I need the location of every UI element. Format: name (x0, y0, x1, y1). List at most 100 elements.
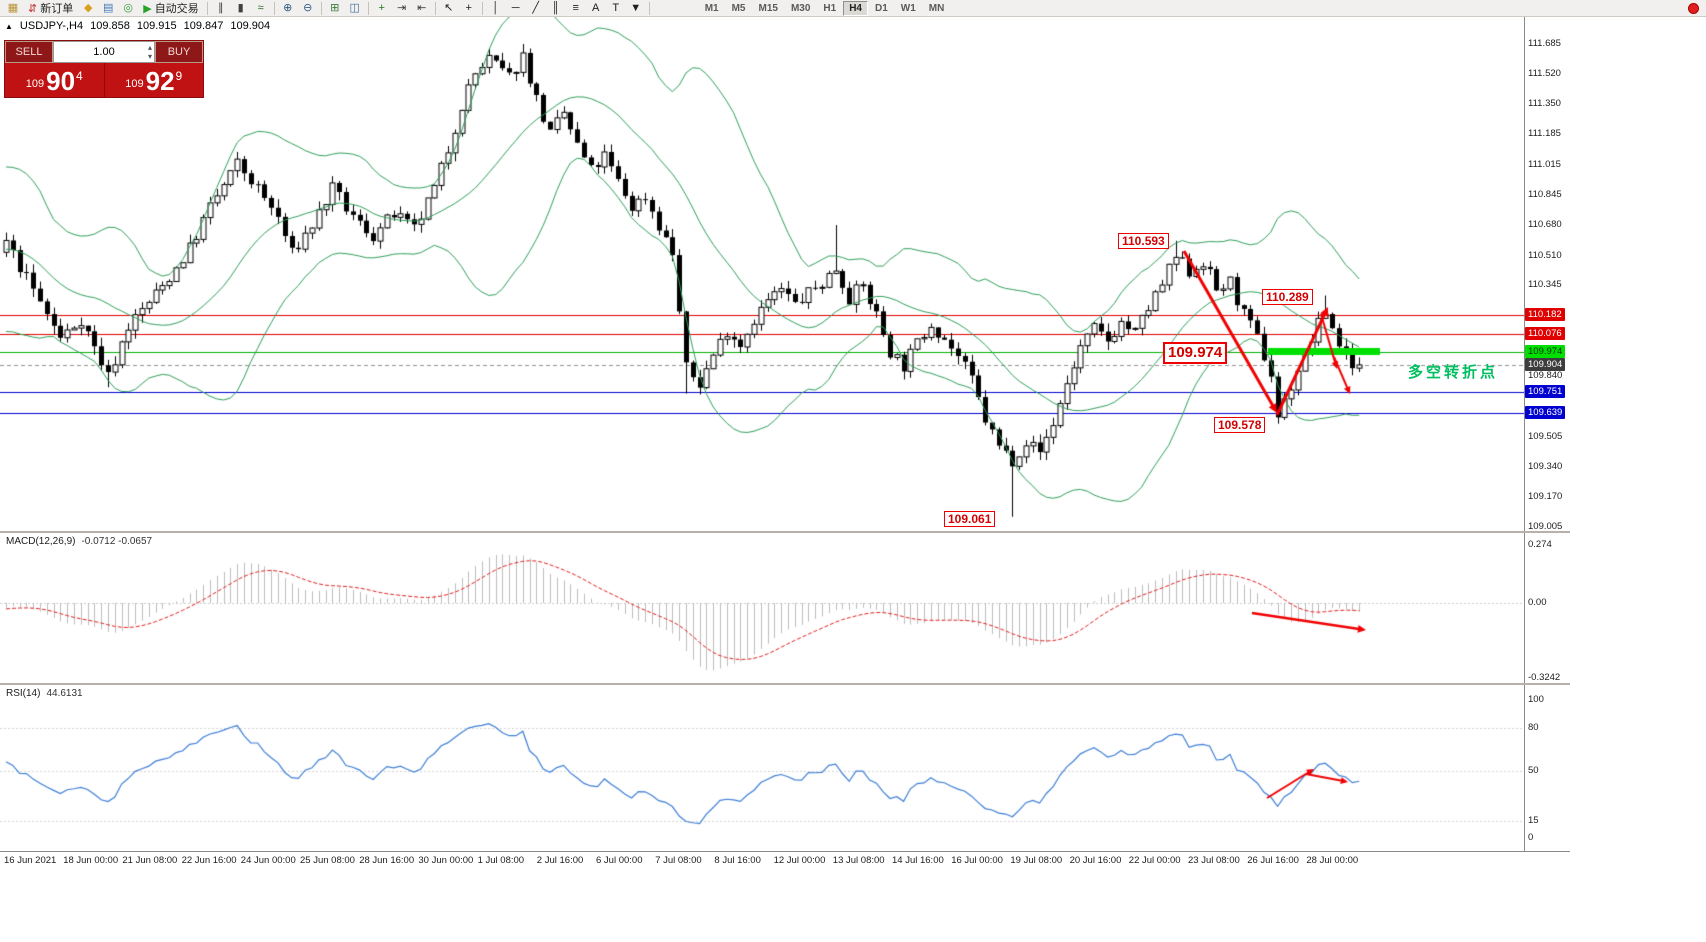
text-icon[interactable]: A (592, 2, 600, 14)
time-axis[interactable]: 16 Jun 2021 18 Jun 00:00 21 Jun 08:00 22 Ju… (0, 852, 1570, 870)
price-tick: 109.170 (1528, 491, 1563, 503)
price-annotation[interactable]: 110.593 (1118, 233, 1169, 249)
price-tick: 110.845 (1528, 189, 1562, 201)
vertical-line-icon[interactable]: │ (492, 2, 500, 14)
line-chart-icon[interactable]: ≈ (257, 2, 264, 14)
tile-windows-icon[interactable]: ⊞ (330, 2, 340, 14)
auto-trading-button-label: 自动交易 (154, 3, 199, 15)
buy-price[interactable]: 109 92 9 (105, 63, 204, 97)
time-label: 12 Jul 00:00 (773, 855, 826, 866)
channel-icon[interactable]: ║ (551, 2, 560, 14)
price-tick: 111.185 (1528, 128, 1561, 140)
horizontal-line-icon[interactable]: ─ (511, 2, 520, 14)
price-annotation[interactable]: 109.974 (1163, 342, 1228, 364)
volume-down-icon[interactable]: ▾ (147, 52, 152, 61)
ohlc-close: 109.904 (230, 20, 271, 32)
macd-scale-label: -0.3242 (1528, 672, 1561, 683)
cascade-windows-icon[interactable]: ◫ (349, 2, 360, 14)
timeframe-button-m5[interactable]: M5 (731, 2, 746, 14)
time-label: 23 Jul 08:00 (1188, 855, 1240, 866)
timeframe-button-mn[interactable]: MN (928, 2, 945, 14)
sell-price[interactable]: 109 90 4 (5, 63, 105, 97)
trade-panel-prices: 109 90 4 109 92 9 (5, 63, 203, 97)
indicators-icon[interactable]: + (378, 2, 385, 14)
turning-point-note[interactable]: 多空转折点 (1408, 364, 1499, 381)
timeframe-button-d1[interactable]: D1 (875, 2, 888, 14)
zoom-in-icon[interactable]: ⊕ (283, 2, 293, 14)
volume-stepper[interactable]: ▴ ▾ (148, 43, 152, 61)
volume-up-icon[interactable]: ▴ (147, 43, 152, 52)
data-window-icon[interactable]: ▤ (103, 2, 114, 14)
time-label: 25 Jun 08:00 (300, 855, 355, 866)
time-axis-separator (0, 851, 1570, 852)
timeframe-button-w1[interactable]: W1 (900, 2, 916, 14)
navigator-icon[interactable]: ◎ (123, 2, 134, 14)
trendline-icon[interactable]: ╱ (532, 2, 539, 14)
macd-name: MACD(12,26,9) (6, 536, 76, 547)
main-chart-panel: ▲ USDJPY-,H4 109.858 109.915 109.847 109… (0, 17, 1524, 531)
cursor-icon[interactable]: ↖ (444, 2, 454, 14)
timeframe-button-h1[interactable]: H1 (823, 2, 837, 14)
price-tick: 111.015 (1528, 158, 1561, 170)
time-label: 22 Jul 00:00 (1128, 855, 1181, 866)
price-tick: 111.520 (1528, 67, 1561, 79)
timeframe-button-m1[interactable]: M1 (704, 2, 719, 14)
new-chart-icon[interactable]: ▦ (7, 2, 19, 14)
price-tick: 110.510 (1528, 249, 1562, 261)
price-tick: 110.680 (1528, 219, 1562, 231)
rsi-scale-label: 50 (1528, 765, 1539, 776)
candlestick-chart-icon[interactable]: ▮ (237, 2, 244, 14)
notification-icon[interactable] (1688, 2, 1699, 14)
price-axis[interactable]: 111.685 111.520 111.350 111.185 111.015 110.8… (1524, 17, 1570, 851)
price-level-label: 110.182 (1525, 307, 1565, 321)
rsi-canvas[interactable] (0, 685, 1524, 851)
fibonacci-icon[interactable]: ≡ (572, 2, 579, 14)
label-icon[interactable]: T (612, 2, 620, 14)
auto-scroll-icon[interactable]: ⇤ (417, 2, 427, 14)
time-label: 2 Jul 16:00 (536, 855, 584, 866)
time-label: 20 Jul 16:00 (1069, 855, 1122, 866)
time-label: 24 Jun 00:00 (240, 855, 296, 866)
auto-trading-button[interactable]: ▶ 自动交易 (138, 0, 203, 16)
sell-button[interactable]: SELL (5, 41, 53, 63)
time-label: 30 Jun 00:00 (418, 855, 474, 866)
new-order-button[interactable]: ⇵ 新订单 (23, 0, 78, 16)
sell-price-sup: 4 (76, 69, 83, 83)
time-label: 6 Jul 00:00 (596, 855, 643, 866)
time-label: 18 Jun 00:00 (63, 855, 119, 866)
time-label: 16 Jul 00:00 (951, 855, 1003, 866)
toolbar-right (1688, 2, 1703, 14)
volume-value[interactable]: 1.00 (93, 46, 115, 58)
market-watch-icon[interactable]: ◆ (83, 2, 93, 14)
toolbar-separator (273, 1, 275, 15)
sell-price-big: 90 (46, 66, 76, 96)
buy-button[interactable]: BUY (155, 41, 203, 63)
arrows-tool-icon[interactable]: ▼ (630, 2, 642, 14)
timeframe-button-m15[interactable]: M15 (758, 2, 778, 14)
time-label: 14 Jul 16:00 (892, 855, 944, 866)
time-label: 16 Jun 2021 (4, 855, 57, 866)
price-annotation[interactable]: 110.289 (1262, 289, 1313, 305)
toolbar-separator (434, 1, 436, 15)
price-chart-canvas[interactable] (0, 17, 1524, 531)
macd-label: MACD(12,26,9) -0.0712 -0.0657 (6, 536, 152, 547)
sell-price-prefix: 109 (25, 78, 45, 90)
macd-canvas[interactable] (0, 533, 1524, 683)
price-annotation[interactable]: 109.061 (944, 511, 996, 527)
one-click-collapse-icon[interactable]: ▲ (5, 21, 13, 31)
rsi-scale-label: 100 (1528, 694, 1544, 705)
time-label: 21 Jun 08:00 (122, 855, 178, 866)
panel-splitter[interactable] (0, 683, 1570, 685)
bar-chart-icon[interactable]: ∥ (217, 2, 224, 14)
panel-splitter[interactable] (0, 531, 1570, 533)
zoom-out-icon[interactable]: ⊖ (303, 2, 313, 14)
chart-shift-icon[interactable]: ⇥ (397, 2, 407, 14)
price-annotation[interactable]: 109.578 (1214, 417, 1266, 433)
rsi-scale-label: 15 (1528, 815, 1539, 826)
crosshair-icon[interactable]: + (465, 2, 472, 14)
timeframe-button-h4[interactable]: H4 (843, 0, 868, 16)
toolbar-buttons: ▦ ⇵ 新订单 ◆ ▤ ◎ ▶ 自动交易 ∥ ▮ ≈ ⊕ ⊖ ⊞ ◫ + ⇥ ⇤ ↖ + │ ─ ╱ ║ ≡ A T ▼ (3, 0, 653, 16)
timeframe-button-m30[interactable]: M30 (790, 2, 811, 14)
volume-input[interactable]: 1.00 ▴ ▾ (53, 41, 155, 63)
